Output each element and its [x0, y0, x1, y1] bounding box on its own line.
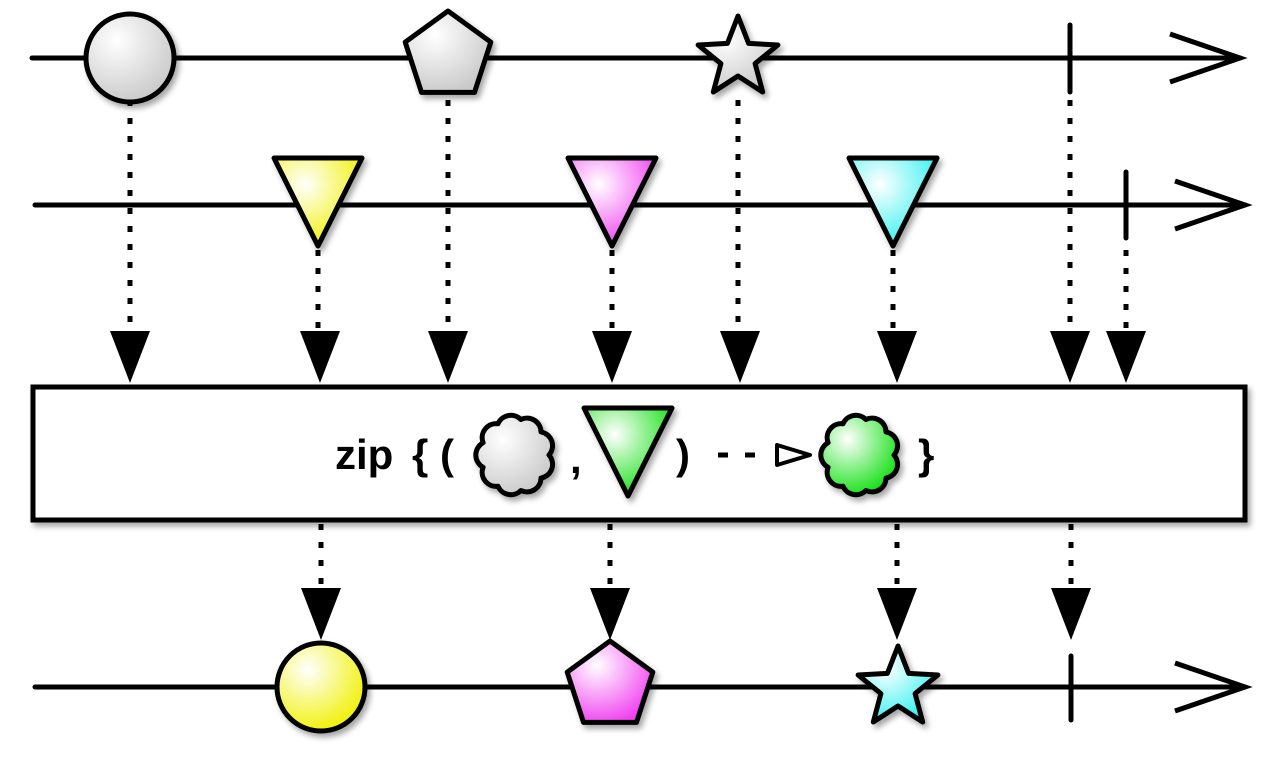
operator-open: { (	[412, 431, 454, 478]
circle-marble	[274, 640, 368, 734]
star-marble	[855, 643, 941, 725]
arrow-head	[428, 331, 468, 383]
arrow-head	[720, 331, 760, 383]
operator-comma: ,	[570, 435, 582, 482]
arrow-head	[301, 588, 341, 640]
arrow-head	[1051, 588, 1091, 640]
timeline-arrow	[1174, 178, 1253, 232]
pentagon-marble	[402, 8, 494, 95]
circle-marble	[83, 11, 177, 105]
triangle-shape	[581, 405, 675, 499]
small-arrow	[775, 443, 812, 467]
timeline-arrow	[1169, 31, 1248, 85]
arrow-head	[1106, 331, 1146, 383]
arrow-head	[300, 331, 340, 383]
timeline-arrow	[1174, 660, 1253, 714]
operator-close: )	[676, 431, 690, 478]
cloud-shape	[818, 412, 900, 498]
cloud-shape	[473, 412, 555, 498]
arrow-head	[1050, 331, 1090, 383]
pentagon-marble	[564, 638, 656, 725]
arrow-head	[877, 331, 917, 383]
triangle-marble	[271, 155, 365, 249]
operator-end: }	[918, 431, 934, 478]
star-marble	[695, 13, 781, 95]
triangle-marble	[565, 155, 659, 249]
arrow-head	[110, 331, 150, 383]
operator-name: zip	[335, 431, 393, 478]
arrow-head	[590, 588, 630, 640]
triangle-marble	[846, 155, 940, 249]
arrow-head	[592, 331, 632, 383]
arrow-head	[877, 588, 917, 640]
